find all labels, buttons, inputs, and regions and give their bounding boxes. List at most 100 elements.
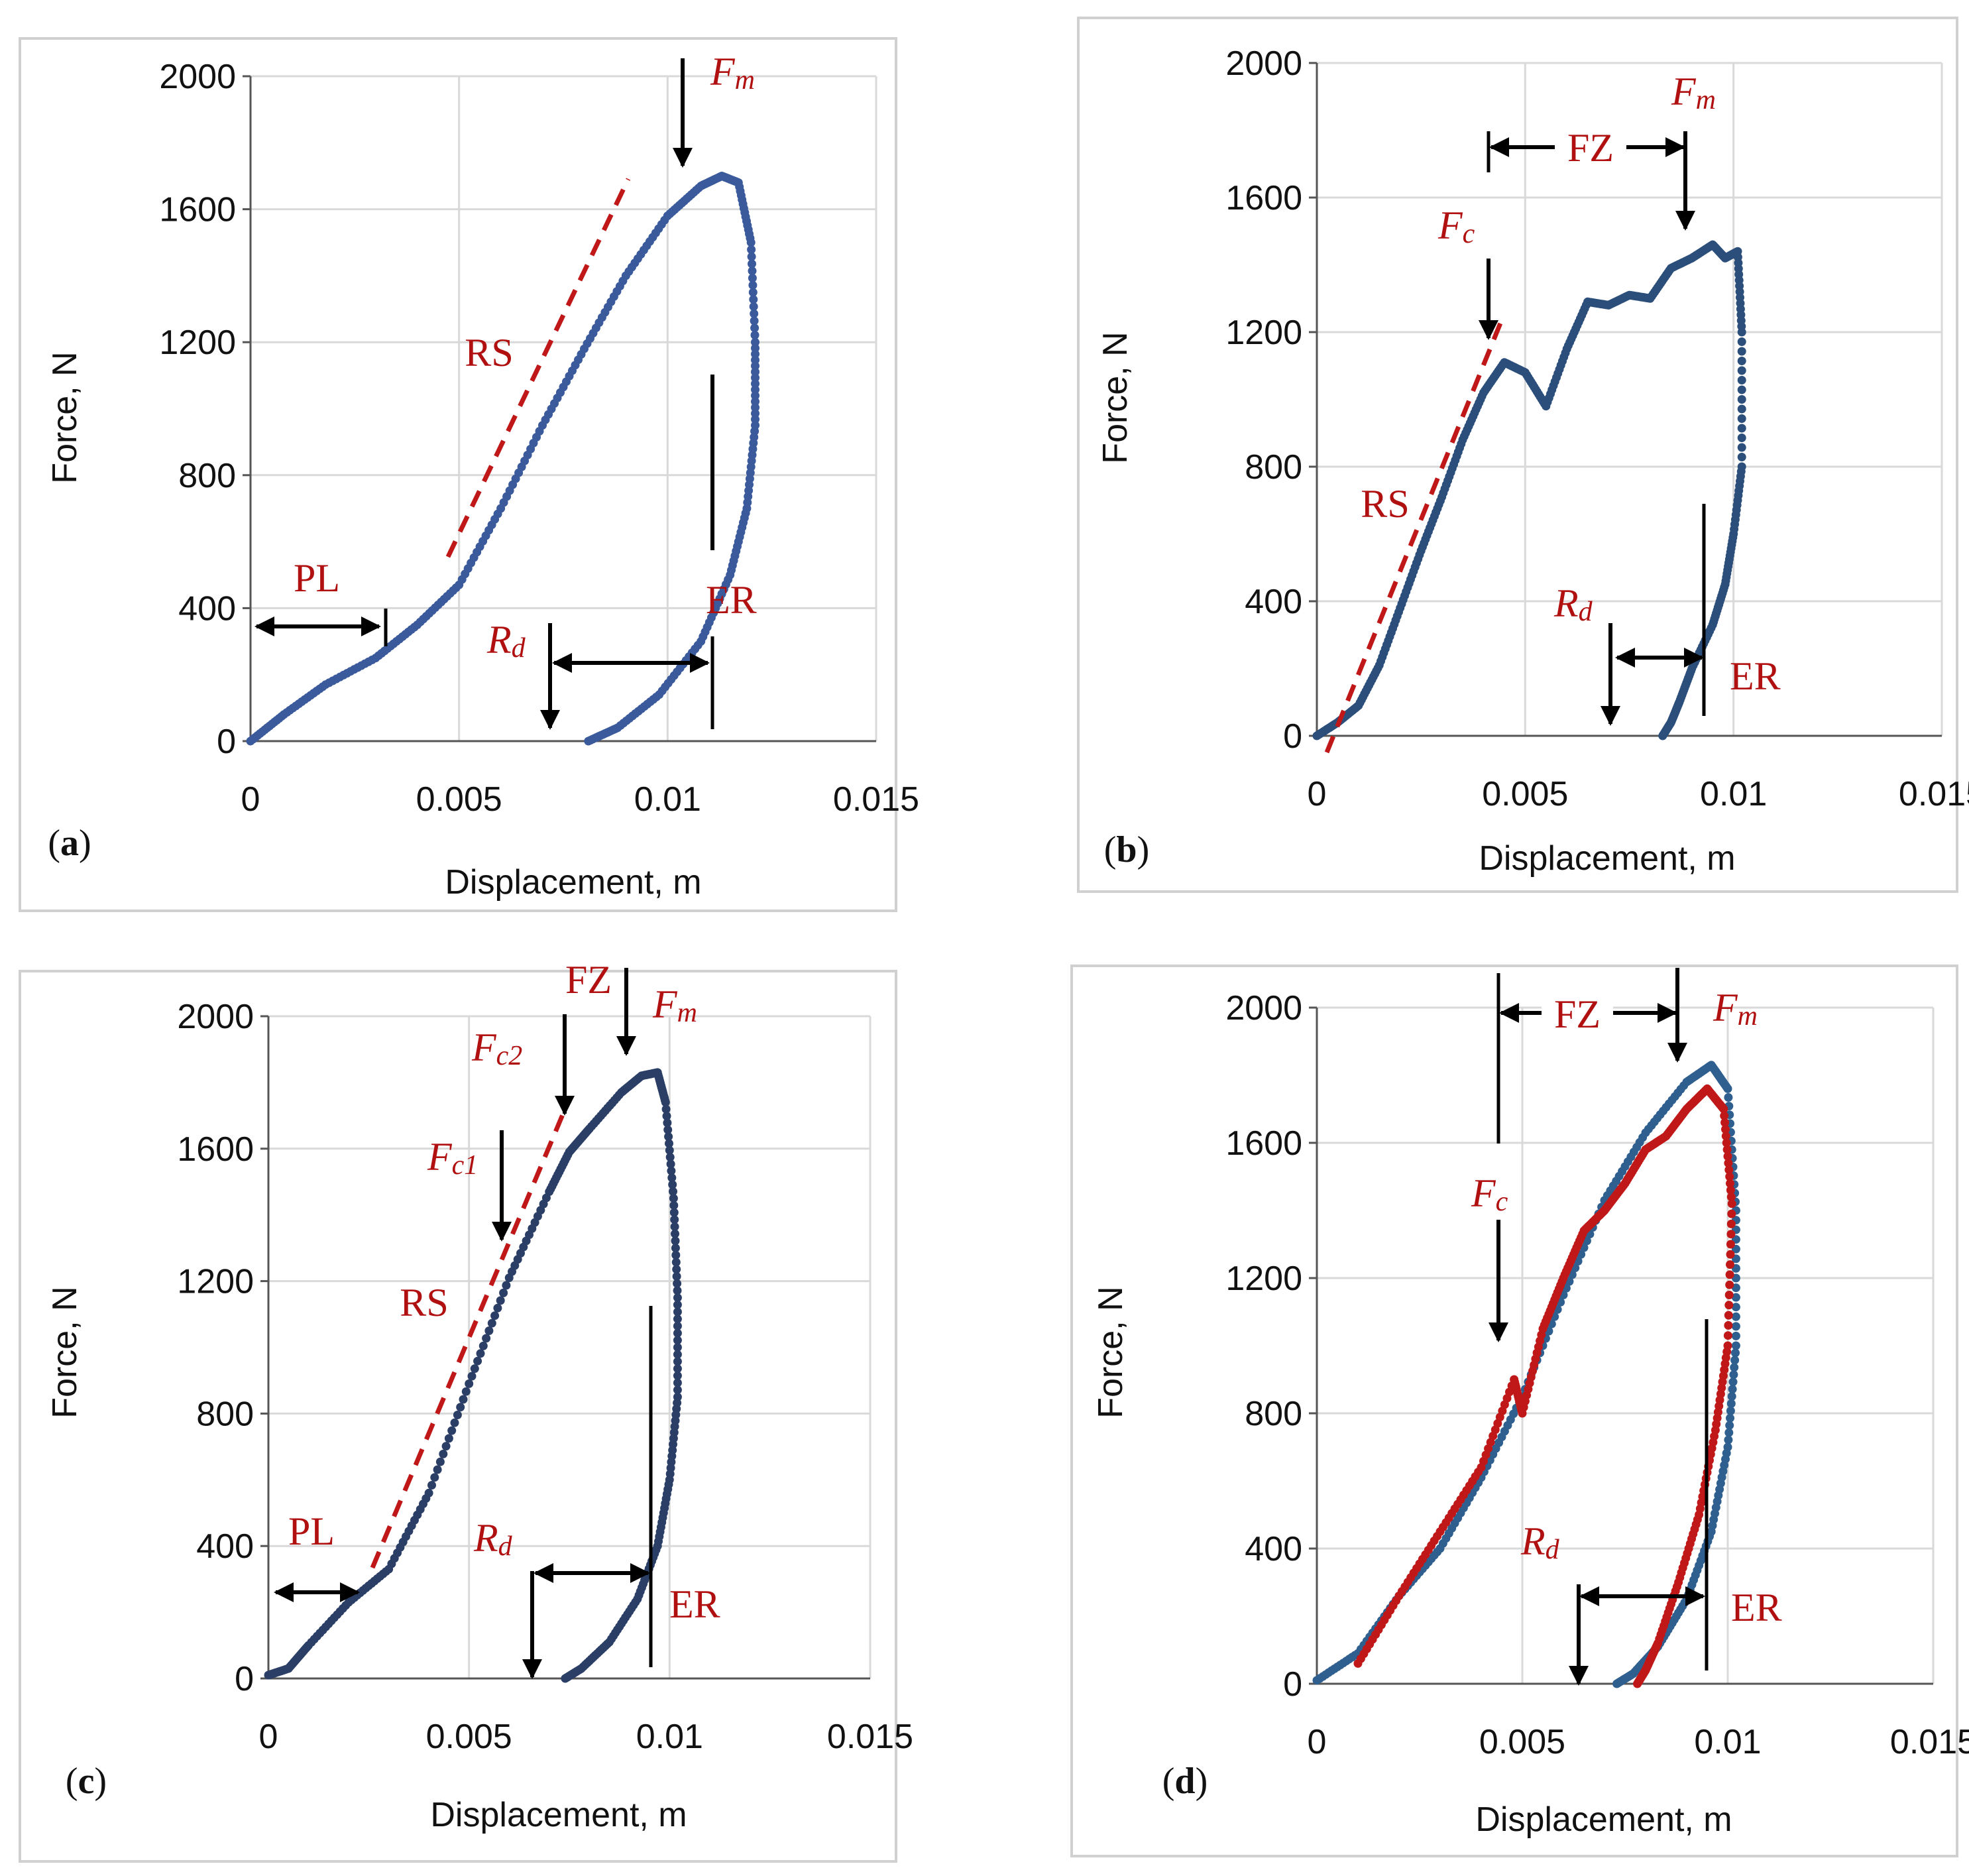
panel-d-curve-blue-point	[1729, 1370, 1738, 1379]
panel-d-rd-label: Rd	[1520, 1519, 1560, 1565]
panel-d-curve-red-point	[1633, 1679, 1642, 1688]
panel-a-x-tick-label: 0	[241, 780, 260, 819]
panel-d-label: (d)	[1162, 1761, 1208, 1802]
panel-a-rd-label: Rd	[486, 618, 526, 664]
panel-d-y-ticks: 0 400 800 1200 1600 2000	[1225, 989, 1302, 1704]
panel-d-fm-sub: m	[1738, 1001, 1758, 1031]
panel-c-load-unload-point	[439, 1449, 448, 1458]
panel-d-curve-blue-point	[1731, 1322, 1740, 1331]
panel-c-x-tick-label: 0.015	[827, 1718, 913, 1756]
panel-c-load-unload-point	[430, 1473, 439, 1482]
panel-d-curve-blue-point	[1724, 1093, 1733, 1102]
panel-c-y-tick-label: 400	[196, 1527, 254, 1566]
panel-c-load-unload-point	[487, 1319, 496, 1328]
panel-d-curve-red-point	[1724, 1301, 1734, 1310]
panel-b-y-tick-label: 0	[1283, 717, 1302, 756]
panel-d-curve-blue-point	[1731, 1331, 1740, 1340]
panel-c-load-unload-point	[672, 1265, 681, 1274]
panel-a-y-tick-label: 2000	[159, 58, 236, 96]
panel-d-rd-sub: d	[1546, 1535, 1560, 1565]
panel-d-x-ticks: 0 0.005 0.01 0.015	[1308, 1723, 1969, 1761]
panel-d-y-tick-label: 2000	[1225, 989, 1302, 1027]
panel-c-load-unload-point	[661, 1098, 670, 1107]
panel-c-load-unload-point	[453, 1411, 462, 1419]
panel-c-load-unload-point	[665, 1153, 675, 1162]
panel-b-y-tick-label: 1200	[1225, 314, 1302, 352]
panel-c-load-unload-point	[496, 1296, 505, 1305]
panel-d-curve-blue-point	[1724, 1428, 1734, 1437]
panel-a-y-axis-title: Force, N	[46, 351, 84, 483]
panel-b-load-unload-point	[1737, 414, 1746, 423]
panel-c-load-unload-point	[484, 1326, 494, 1335]
panel-c-fc1-label: Fc1	[427, 1135, 478, 1181]
panel-c-load-unload-point	[662, 1112, 671, 1121]
panel-d-curve-red-point	[1725, 1280, 1734, 1289]
panel-c-fc1-main: F	[427, 1135, 453, 1179]
panel-a-x-tick-label: 0.005	[416, 780, 502, 819]
panel-b-load-unload-point	[1737, 453, 1746, 461]
panel-c-fc2-label: Fc2	[471, 1026, 522, 1071]
panel-c-pl-label: PL	[288, 1509, 335, 1553]
panel-d-x-tick-label: 0.01	[1694, 1723, 1761, 1761]
panel-a-pl-label: PL	[294, 556, 340, 600]
panel-d-grid	[1317, 1006, 1935, 1684]
panel-a-y-tick-label: 1200	[159, 323, 236, 362]
panel-a-load-unload-point	[751, 373, 759, 382]
panel-c-load-unload-point	[673, 1307, 682, 1317]
panel-b-load-unload-point	[1658, 731, 1667, 740]
panel-b-fm-sub: m	[1696, 85, 1716, 115]
panel-a-load-unload-point	[751, 409, 759, 418]
panel-a-y-ticks: 0 400 800 1200 1600 2000	[159, 58, 236, 761]
panel-c-load-unload-point	[673, 1293, 682, 1303]
panel-b-rd-sub: d	[1579, 597, 1593, 627]
panel-d-curve-blue-point	[1727, 1392, 1736, 1401]
panel-c-label: (c)	[66, 1761, 107, 1802]
panel-c-load-unload-point	[673, 1371, 682, 1380]
panel-c-rd-sub: d	[498, 1531, 513, 1562]
panel-d-y-tick-label: 1600	[1225, 1124, 1302, 1163]
panel-b-fc-label: Fc	[1437, 204, 1475, 249]
panel-d-curve-red-point	[1721, 1132, 1730, 1141]
panel-b-load-unload-point	[1737, 366, 1746, 375]
panel-a-rs-line	[445, 178, 631, 558]
panel-a-y-tick-label: 400	[178, 589, 236, 628]
panel-c-load-unload-point	[482, 1334, 491, 1343]
panel-b-y-ticks: 0 400 800 1200 1600 2000	[1225, 44, 1302, 756]
panel-d-curve-red-point	[1724, 1291, 1734, 1299]
panel-a-fm-label: Fm	[710, 50, 755, 95]
panel-c-load-unload-point	[671, 1236, 680, 1246]
panel-d-fz-bg	[1542, 994, 1613, 1031]
panel-a-load-unload-point	[748, 288, 758, 297]
panel-c-load-unload-point	[665, 1139, 673, 1148]
panel-a-x-tick-label: 0.015	[833, 780, 919, 819]
panel-c-fm-sub: m	[677, 998, 697, 1028]
panel-a-load-unload-point	[751, 379, 759, 388]
panel-d-fc-label: Fc	[1471, 1171, 1508, 1217]
panel-d-curve-blue-point	[1726, 1406, 1735, 1415]
panel-d-curve-blue-point	[1731, 1303, 1740, 1312]
panel-c-x-tick-label: 0.005	[426, 1718, 512, 1756]
panel-d-x-tick-label: 0.015	[1890, 1723, 1969, 1761]
panel-a-fm-sub: m	[735, 65, 755, 95]
panel-a-fm-main: F	[710, 50, 736, 93]
panel-c-fc2-main: F	[471, 1026, 497, 1069]
panel-d-fm-main: F	[1713, 986, 1738, 1029]
panel-b-x-ticks: 0 0.005 0.01 0.015	[1308, 775, 1969, 813]
panel-b-load-unload-point	[1737, 376, 1746, 384]
panel-a-load-unload-point	[751, 349, 759, 359]
panel-c-load-unload-point	[450, 1418, 459, 1427]
panel-b-y-tick-label: 400	[1245, 583, 1302, 621]
panel-b-x-axis-title: Displacement, m	[1479, 839, 1735, 878]
panel-d-curve-red-point	[1726, 1240, 1735, 1249]
panel-c-er-label: ER	[669, 1582, 720, 1626]
panel-d-rd-main: R	[1520, 1519, 1546, 1563]
panel-a-rd-sub: d	[512, 633, 526, 664]
panel-d-curve-red-point	[1720, 1111, 1729, 1120]
panel-d-curve-blue-point	[1730, 1356, 1740, 1365]
panel-c-load-unload-point	[490, 1311, 500, 1320]
panel-a-load-unload-point	[750, 331, 759, 339]
panel-c-load-unload-point	[666, 1159, 675, 1169]
panel-d-x-axis-title: Displacement, m	[1475, 1800, 1732, 1839]
panel-b-load-unload-point	[1737, 404, 1746, 414]
